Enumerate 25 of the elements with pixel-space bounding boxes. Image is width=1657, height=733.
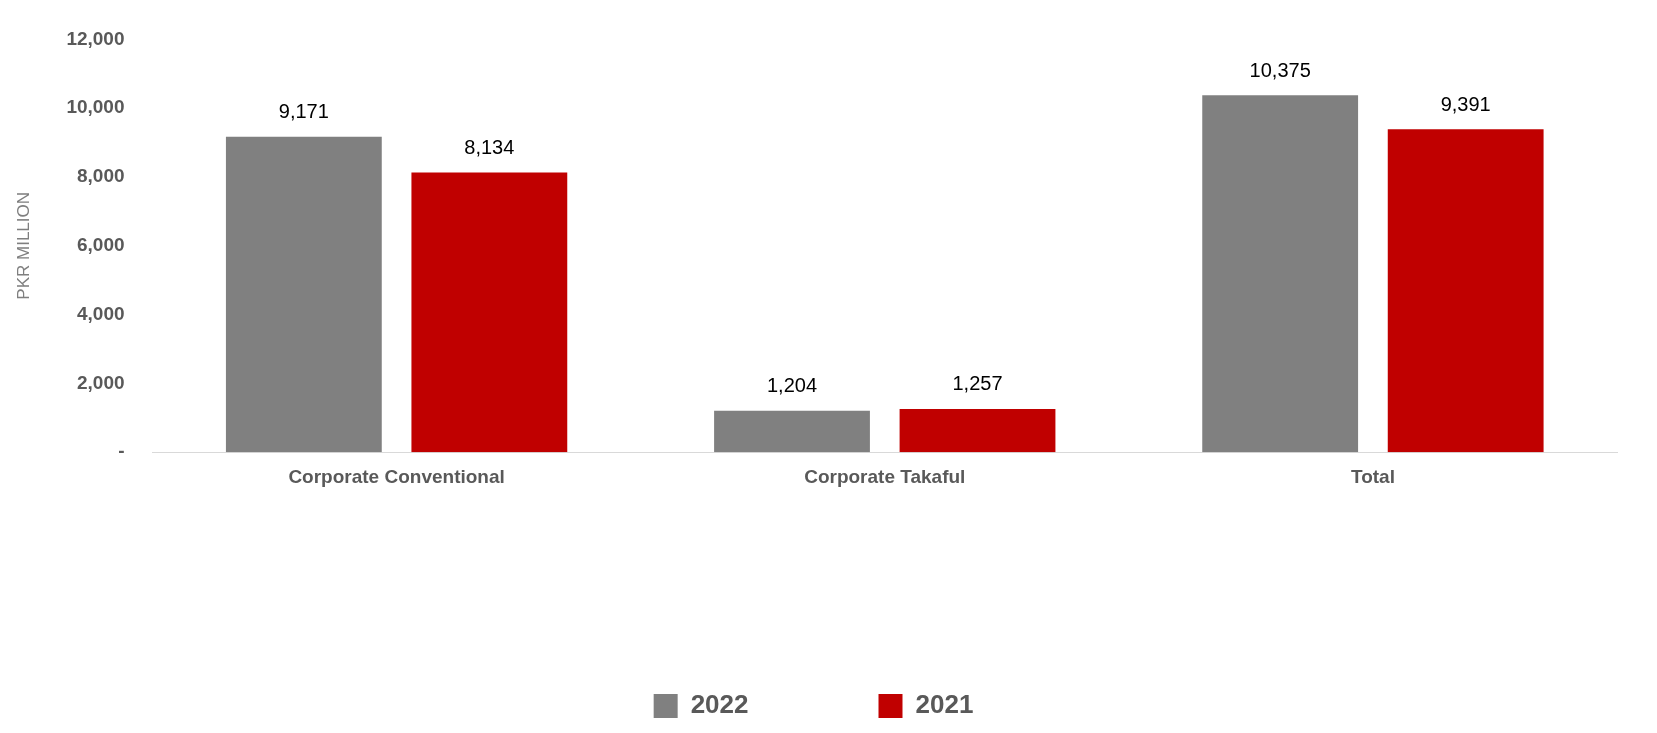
data-label: 10,375 xyxy=(1249,58,1311,81)
bar xyxy=(899,408,1056,453)
y-tick-label: 2,000 xyxy=(76,371,125,393)
bar xyxy=(1387,129,1544,453)
y-tick-label: 4,000 xyxy=(76,302,125,324)
legend-label: 2021 xyxy=(915,689,974,720)
y-tick-label: - xyxy=(118,440,125,462)
legend-label: 2022 xyxy=(690,689,749,720)
data-label: 1,204 xyxy=(766,374,818,397)
bar xyxy=(411,172,568,453)
bar xyxy=(225,136,382,453)
y-tick-label: 10,000 xyxy=(66,96,125,118)
data-label: 8,134 xyxy=(464,135,515,158)
y-axis-title: PKR MILLION xyxy=(13,191,33,300)
y-tick-label: 8,000 xyxy=(76,165,125,187)
data-label: 9,171 xyxy=(278,100,329,123)
bar xyxy=(714,410,870,453)
x-tick-label: Corporate Conventional xyxy=(288,465,505,487)
data-label: 1,257 xyxy=(952,372,1003,395)
y-tick-label: 12,000 xyxy=(66,27,125,49)
y-tick-label: 6,000 xyxy=(76,234,125,256)
x-tick-label: Total xyxy=(1350,465,1395,487)
bar xyxy=(1202,95,1359,453)
x-tick-label: Corporate Takaful xyxy=(804,465,966,487)
data-label: 9,391 xyxy=(1440,92,1491,115)
